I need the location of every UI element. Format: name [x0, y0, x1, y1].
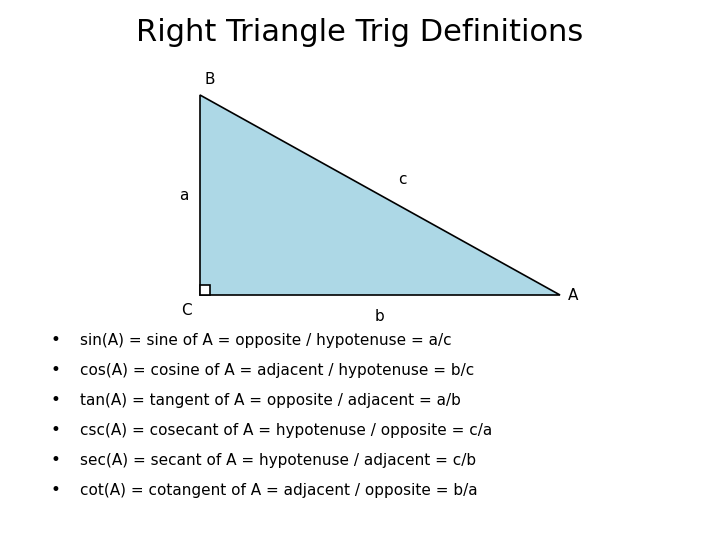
Text: B: B — [204, 72, 215, 87]
Text: •: • — [50, 481, 60, 499]
Text: cot(A) = cotangent of A = adjacent / opposite = b/a: cot(A) = cotangent of A = adjacent / opp… — [80, 483, 477, 497]
Text: c: c — [398, 172, 407, 187]
Text: b: b — [375, 309, 385, 324]
Text: Right Triangle Trig Definitions: Right Triangle Trig Definitions — [136, 18, 584, 47]
Text: •: • — [50, 361, 60, 379]
Text: tan(A) = tangent of A = opposite / adjacent = a/b: tan(A) = tangent of A = opposite / adjac… — [80, 393, 461, 408]
Polygon shape — [200, 95, 560, 295]
Text: •: • — [50, 421, 60, 439]
Text: a: a — [179, 187, 188, 202]
Polygon shape — [200, 285, 210, 295]
Text: A: A — [568, 287, 578, 302]
Text: sin(A) = sine of A = opposite / hypotenuse = a/c: sin(A) = sine of A = opposite / hypotenu… — [80, 333, 451, 348]
Text: •: • — [50, 391, 60, 409]
Text: C: C — [181, 303, 192, 318]
Text: csc(A) = cosecant of A = hypotenuse / opposite = c/a: csc(A) = cosecant of A = hypotenuse / op… — [80, 422, 492, 437]
Text: •: • — [50, 451, 60, 469]
Text: cos(A) = cosine of A = adjacent / hypotenuse = b/c: cos(A) = cosine of A = adjacent / hypote… — [80, 362, 474, 377]
Text: sec(A) = secant of A = hypotenuse / adjacent = c/b: sec(A) = secant of A = hypotenuse / adja… — [80, 453, 476, 468]
Text: •: • — [50, 331, 60, 349]
